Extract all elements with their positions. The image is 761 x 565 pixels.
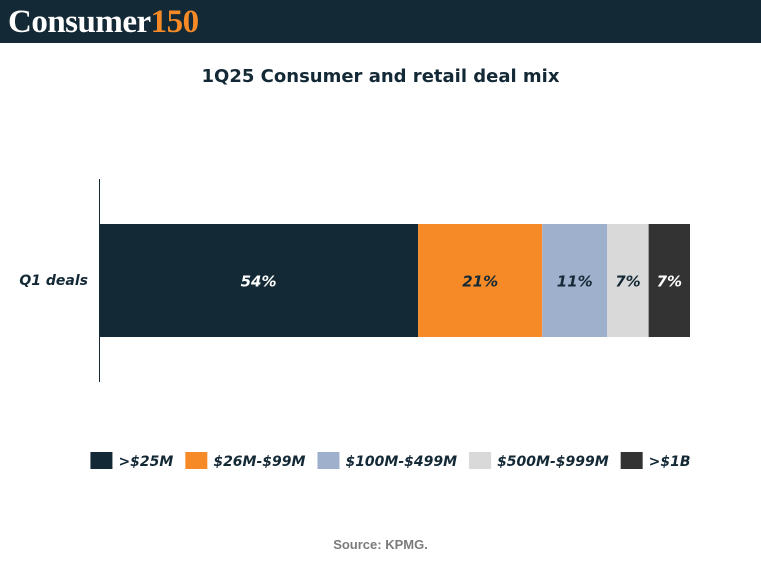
- data-label-1: 21%: [462, 273, 498, 291]
- legend-item-2: $100M-$499M: [317, 452, 457, 470]
- chart-title: 1Q25 Consumer and retail deal mix: [201, 66, 560, 87]
- bar-segments: 54% 21% 11% 7% 7%: [99, 224, 690, 337]
- legend-swatch-3: [469, 452, 492, 469]
- data-label-3: 7%: [615, 273, 640, 291]
- legend-item-3: $500M-$999M: [469, 452, 609, 470]
- legend-label-1: $26M-$99M: [213, 454, 305, 470]
- bar-segment-1: [418, 224, 543, 337]
- logo-word: Consumer: [8, 4, 151, 40]
- legend-label-4: >$1B: [649, 454, 691, 470]
- consumer150-logo: Consumer150: [8, 3, 199, 41]
- header-bar: Consumer150: [0, 0, 761, 43]
- bar-segment-2: [542, 224, 608, 337]
- bar-segment-3: [607, 224, 649, 337]
- data-label-2: 11%: [557, 273, 593, 291]
- legend-label-3: $500M-$999M: [497, 454, 609, 470]
- legend-label-0: >$25M: [118, 454, 173, 470]
- legend-label-2: $100M-$499M: [345, 454, 457, 470]
- data-label-4: 7%: [657, 273, 682, 291]
- legend-item-0: >$25M: [90, 452, 173, 470]
- legend-item-1: $26M-$99M: [185, 452, 306, 470]
- source-note: Source: KPMG.: [333, 537, 428, 552]
- category-label: Q1 deals: [19, 273, 88, 289]
- logo-number: 150: [150, 4, 200, 40]
- bar-segment-4: [648, 224, 690, 337]
- legend-swatch-0: [90, 452, 113, 469]
- legend-swatch-1: [185, 452, 208, 469]
- legend-swatch-2: [317, 452, 340, 469]
- bar-segment-0: [99, 224, 419, 337]
- legend-item-4: >$1B: [620, 452, 691, 470]
- data-label-0: 54%: [241, 273, 277, 291]
- legend: >$25M $26M-$99M $100M-$499M $500M-$999M >$1B: [90, 452, 691, 470]
- legend-swatch-4: [620, 452, 643, 469]
